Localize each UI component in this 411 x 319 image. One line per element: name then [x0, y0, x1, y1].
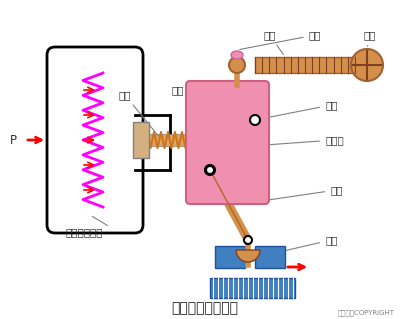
FancyBboxPatch shape [186, 81, 269, 204]
Text: 阀杆: 阀杆 [256, 235, 337, 257]
Ellipse shape [231, 51, 243, 59]
Circle shape [229, 57, 245, 73]
Bar [210, 278, 295, 298]
Text: 推杆: 推杆 [172, 85, 213, 130]
Text: 连杆: 连杆 [237, 185, 342, 204]
Bar [133, 122, 149, 158]
Circle shape [351, 49, 383, 81]
Text: 力形板: 力形板 [268, 135, 344, 145]
Text: 螺母: 螺母 [240, 30, 321, 49]
Text: 东方仿真COPYRIGHT: 东方仿真COPYRIGHT [338, 310, 395, 316]
Circle shape [244, 236, 252, 244]
Circle shape [206, 166, 214, 174]
Text: 增力型气动薄膜阀: 增力型气动薄膜阀 [171, 301, 238, 315]
Text: 支点: 支点 [258, 100, 337, 119]
Bar [215, 246, 245, 268]
Circle shape [205, 165, 215, 175]
Bar [255, 57, 355, 73]
FancyBboxPatch shape [47, 47, 143, 233]
Text: 气动薄膜阀头: 气动薄膜阀头 [65, 227, 102, 237]
Text: 弹簧: 弹簧 [119, 90, 158, 136]
Text: P: P [10, 133, 17, 146]
Bar [135, 134, 230, 146]
Text: 螺杆: 螺杆 [264, 30, 284, 55]
Circle shape [250, 115, 260, 125]
Bar [255, 246, 285, 268]
Wedge shape [236, 250, 260, 262]
Text: 手轮: 手轮 [364, 30, 376, 46]
